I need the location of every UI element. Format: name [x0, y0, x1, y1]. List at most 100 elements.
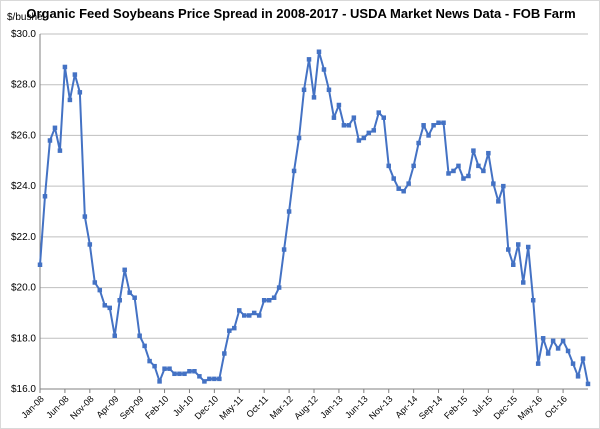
data-point — [391, 176, 396, 181]
x-tick-label: Dec-15 — [492, 394, 520, 422]
data-point — [172, 371, 177, 377]
data-point — [42, 194, 48, 199]
data-point — [565, 348, 571, 354]
data-point — [535, 361, 541, 366]
data-point — [162, 366, 167, 371]
data-point — [276, 285, 282, 290]
data-point — [575, 374, 581, 379]
data-point — [256, 313, 262, 318]
data-point — [396, 186, 401, 191]
series-line — [39, 50, 589, 385]
data-point — [501, 183, 506, 189]
data-point — [421, 123, 426, 128]
data-point — [167, 366, 172, 371]
data-point — [585, 381, 591, 387]
x-tick-label: Oct-11 — [244, 394, 270, 420]
data-point — [376, 110, 382, 115]
data-point — [331, 115, 337, 120]
y-tick-label: $22.0 — [11, 232, 36, 243]
data-point — [281, 247, 287, 252]
data-point — [306, 57, 312, 62]
data-point — [520, 280, 526, 285]
data-point — [251, 310, 257, 316]
data-point — [291, 168, 297, 174]
data-point — [366, 130, 372, 136]
data-point — [516, 242, 521, 247]
data-point — [122, 267, 127, 273]
data-point — [187, 369, 192, 374]
x-tick-label: May-16 — [516, 394, 544, 422]
data-point — [476, 163, 481, 169]
data-point — [87, 242, 93, 247]
data-point — [321, 67, 327, 72]
gridlines — [40, 33, 588, 390]
y-tick-label: $24.0 — [11, 181, 36, 192]
x-tick-label: Dec-10 — [193, 394, 221, 422]
data-point — [197, 374, 202, 379]
data-point — [147, 358, 152, 364]
data-point — [346, 123, 352, 128]
x-tick-label: Sep-14 — [417, 394, 445, 422]
data-point — [222, 351, 227, 356]
data-point — [316, 49, 322, 54]
data-point — [237, 308, 242, 313]
data-point — [486, 150, 491, 156]
y-tick-label: $18.0 — [11, 333, 36, 344]
data-point — [560, 338, 566, 344]
data-point — [77, 90, 83, 95]
data-point — [52, 125, 58, 131]
data-point — [386, 163, 391, 169]
data-point — [436, 120, 441, 125]
data-point — [227, 328, 232, 333]
data-point — [411, 163, 416, 169]
data-point — [202, 379, 207, 384]
data-point — [461, 176, 466, 181]
x-tick-label: Sep-09 — [118, 394, 146, 422]
data-point — [381, 115, 386, 120]
data-point — [97, 287, 103, 293]
x-tick-label: Nov-08 — [68, 394, 96, 422]
y-tick-label: $16.0 — [11, 384, 36, 395]
data-point — [446, 171, 451, 176]
data-point — [112, 333, 117, 338]
data-point — [177, 371, 182, 377]
data-point — [530, 298, 536, 303]
x-tick-label: Mar-12 — [268, 394, 295, 421]
data-point — [271, 295, 277, 300]
data-point — [311, 95, 317, 100]
series-price — [37, 49, 591, 387]
data-point — [137, 333, 142, 338]
y-tick-label: $26.0 — [11, 130, 36, 141]
data-point — [406, 181, 411, 186]
data-point — [246, 313, 252, 318]
data-point — [426, 133, 431, 138]
data-point — [351, 115, 357, 120]
data-point — [57, 148, 63, 153]
x-tick-label: Feb-15 — [442, 394, 469, 421]
chart-title: Organic Feed Soybeans Price Spread in 20… — [26, 6, 575, 21]
data-point — [127, 290, 132, 295]
x-tick-label: Nov-13 — [367, 394, 395, 422]
data-point — [496, 199, 501, 204]
data-point — [471, 148, 476, 153]
y-tick-label: $20.0 — [11, 283, 36, 294]
data-point — [72, 72, 78, 77]
data-point — [550, 338, 556, 344]
data-point — [456, 163, 461, 169]
data-point — [142, 343, 147, 349]
x-tick-label: Aug-12 — [292, 394, 320, 422]
data-point — [301, 87, 307, 93]
x-tick-label: Apr-09 — [94, 394, 120, 420]
x-tick-label: Oct-16 — [543, 394, 569, 420]
data-point — [491, 181, 496, 186]
data-point — [466, 173, 471, 179]
data-point — [511, 262, 516, 267]
data-point — [107, 305, 112, 311]
data-point — [82, 214, 88, 219]
data-point — [261, 298, 267, 303]
data-point — [361, 135, 367, 141]
y-tick-label: $28.0 — [11, 80, 36, 91]
data-point — [525, 244, 531, 250]
data-point — [157, 379, 162, 384]
